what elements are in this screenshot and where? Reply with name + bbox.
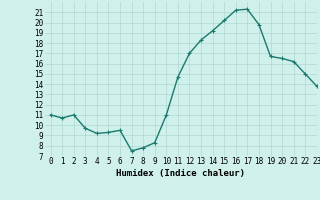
X-axis label: Humidex (Indice chaleur): Humidex (Indice chaleur) [116, 169, 245, 178]
